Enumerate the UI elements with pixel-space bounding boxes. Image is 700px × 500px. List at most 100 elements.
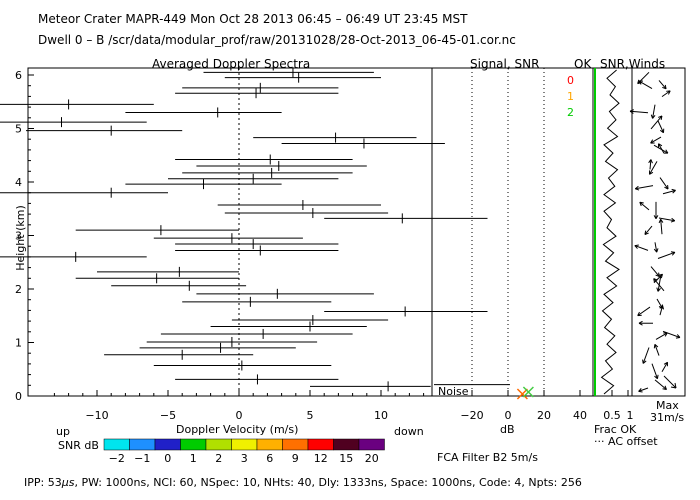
wind-arrow-head xyxy=(658,143,663,147)
wind-arrow xyxy=(630,110,649,114)
wind-arrow-head xyxy=(629,109,634,112)
wind-arrow-head xyxy=(653,248,658,253)
wind-arrow xyxy=(657,251,676,259)
wind-arrow-head xyxy=(664,186,669,190)
y-tick-label: 3 xyxy=(15,230,22,243)
wind-arrow-head xyxy=(638,388,642,392)
doppler-xlabel: Doppler Velocity (m/s) xyxy=(176,423,299,436)
wind-arrow-head xyxy=(639,201,644,204)
snr-colorbar-label: 3 xyxy=(241,452,248,465)
wind-arrow xyxy=(650,136,662,144)
snr-colorbar-label: 1 xyxy=(190,452,197,465)
wind-arrow-head xyxy=(650,114,654,119)
snr-colorbar-cell xyxy=(256,438,283,451)
noise-marker-red xyxy=(516,388,528,400)
footer-rest: , PW: 1000ns, NCI: 60, NSpec: 10, NHts: … xyxy=(74,476,582,489)
wind-arrow xyxy=(660,219,663,235)
snr-colorbar-label: −1 xyxy=(134,452,150,465)
wind-arrow xyxy=(651,363,658,379)
wind-arrow-head xyxy=(649,171,654,175)
snr-colorbar-cell xyxy=(307,438,334,451)
snr-colorbar-label: 20 xyxy=(365,452,379,465)
y-tick-label: 0 xyxy=(15,390,22,403)
wind-arrow-head xyxy=(638,322,643,326)
frac-ok-label: Frac OK xyxy=(594,423,637,436)
wind-arrow xyxy=(649,159,652,170)
wind-arrow-head xyxy=(660,218,664,223)
wind-arrow-head xyxy=(655,215,659,220)
noise-marker-green xyxy=(522,386,534,398)
snr-colorbar-cell xyxy=(180,438,207,451)
wind-arrow xyxy=(658,217,675,222)
wind-arrow xyxy=(659,177,669,190)
y-tick-label: 2 xyxy=(15,283,22,296)
footer-ipp: IPP: 53 xyxy=(24,476,62,489)
footer-params: IPP: 53μs, PW: 1000ns, NCI: 60, NSpec: 1… xyxy=(24,476,582,490)
fca-filter-label: FCA Filter B2 5m/s xyxy=(437,451,538,464)
wind-arrow-head xyxy=(650,159,653,164)
wind-arrow xyxy=(657,120,664,133)
ok-legend-1: 1 xyxy=(567,90,574,103)
wind-arrow-head xyxy=(658,219,662,224)
wind-arrow-head xyxy=(662,388,667,391)
ac-offset-label: ··· AC offset xyxy=(594,435,658,448)
down-label: down xyxy=(394,425,424,438)
footer-mu: μs xyxy=(61,476,75,489)
snr-colorbar-cell xyxy=(129,438,156,451)
wind-arrow xyxy=(637,306,651,317)
wind-arrow xyxy=(637,71,650,84)
noise-label: Noise xyxy=(438,385,469,398)
max-label: Max xyxy=(656,399,679,412)
wind-arrow-head xyxy=(659,129,664,134)
wind-arrow xyxy=(652,104,656,119)
wind-arrow xyxy=(642,347,650,364)
wind-arrow xyxy=(654,242,658,253)
x-tick-label: 5 xyxy=(307,409,314,422)
wind-arrow xyxy=(657,274,662,292)
wind-arrow xyxy=(658,143,665,154)
wind-arrow xyxy=(649,161,658,175)
wind-arrow-head xyxy=(637,82,642,85)
wind-arrow-head xyxy=(637,311,640,316)
frac-tick-label: 1 xyxy=(627,409,634,422)
signal-x-tick-label: 20 xyxy=(537,409,551,422)
wind-arrow-head xyxy=(675,336,680,339)
wind-arrow-head xyxy=(635,188,640,191)
wind-arrow-head xyxy=(644,230,647,235)
wind-arrow-head xyxy=(667,90,671,95)
snr-colorbar-label: 12 xyxy=(314,452,328,465)
wind-arrow-head xyxy=(676,334,681,338)
wind-arrow-head xyxy=(670,251,675,253)
wind-arrow-head xyxy=(660,115,663,120)
wind-arrow-head xyxy=(642,359,644,364)
y-tick-label: 1 xyxy=(15,337,22,350)
wind-arrow xyxy=(656,298,663,309)
wind-arrow-head xyxy=(638,320,643,324)
wind-arrow-head xyxy=(639,202,642,207)
wind-arrow-head xyxy=(672,190,676,194)
wind-arrow xyxy=(662,189,676,195)
snr-colorbar-cell xyxy=(282,438,309,451)
snr-colorbar-cell xyxy=(333,438,360,451)
doppler-ylabel: Height (km) xyxy=(14,205,27,271)
wind-arrow-head xyxy=(629,110,634,114)
up-label: up xyxy=(56,425,70,438)
wind-arrow-head xyxy=(664,332,668,337)
x-tick-label: 0 xyxy=(236,409,243,422)
wind-arrow-head xyxy=(658,272,660,277)
snr-colorbar-label: 6 xyxy=(266,452,273,465)
snr-colorbar-cell xyxy=(154,438,181,451)
x-tick-label: −10 xyxy=(85,409,108,422)
wind-arrow xyxy=(653,144,669,154)
ok-panel-frame xyxy=(592,67,633,397)
max-wind-arrow xyxy=(663,375,677,389)
y-tick-label: 6 xyxy=(15,69,22,82)
wind-arrow-head xyxy=(652,115,656,119)
wind-arrow-head xyxy=(665,149,669,154)
wind-arrow-head xyxy=(644,232,649,235)
max-wind-arrow-head xyxy=(670,386,677,389)
snr-colorbar-label: 15 xyxy=(339,452,353,465)
wind-arrow-head xyxy=(637,79,640,84)
wind-arrow xyxy=(661,90,671,98)
wind-arrow xyxy=(654,379,667,390)
